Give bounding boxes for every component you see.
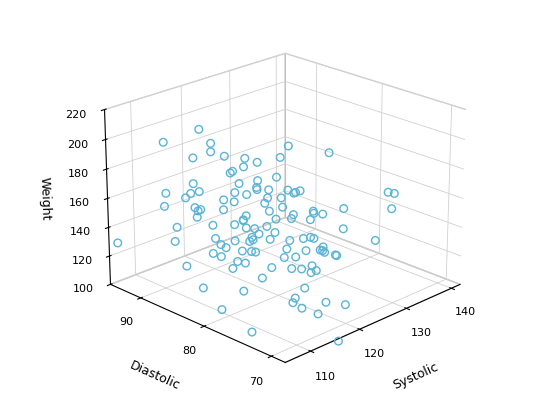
X-axis label: Systolic: Systolic xyxy=(391,360,441,391)
Y-axis label: Diastolic: Diastolic xyxy=(128,359,182,393)
